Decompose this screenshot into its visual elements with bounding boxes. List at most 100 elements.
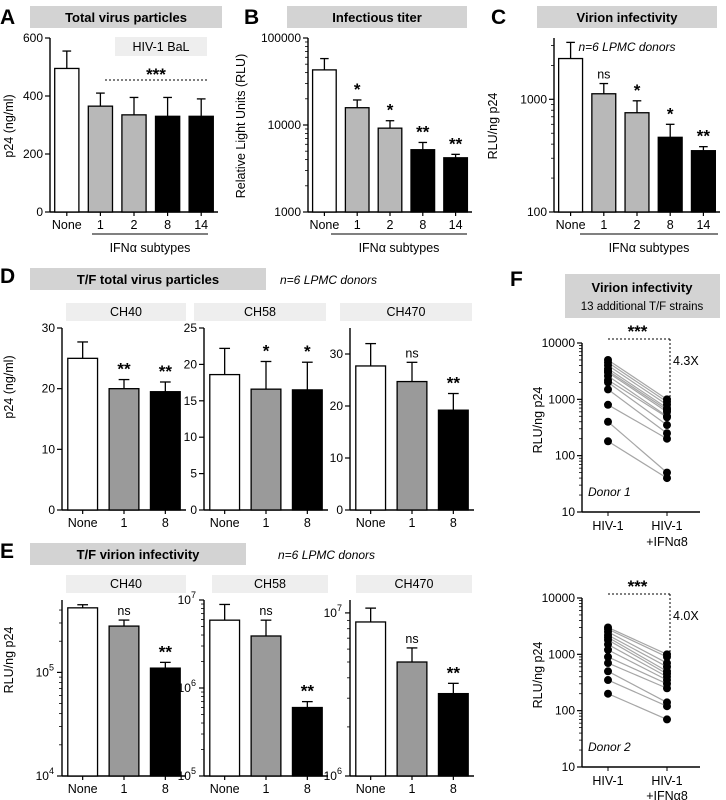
y-tick-label: 106 (178, 678, 196, 695)
panel-a-ylabel: p24 (ng/ml) (2, 94, 16, 157)
panel-d-ch470-banner (340, 303, 472, 321)
bar (149, 667, 181, 777)
y-tick-label: 104 (36, 766, 54, 783)
panel-e-ch40-strain: CH40 (110, 577, 142, 591)
y-tick-label: 100 (555, 704, 575, 718)
panel-letter-b: B (244, 6, 259, 29)
pair-line (607, 364, 668, 406)
bar (188, 115, 214, 213)
panel-a-group-label: IFNα subtypes (110, 241, 191, 255)
panel-d-title: T/F total virus particles (77, 272, 219, 287)
pair-line (607, 662, 668, 689)
pair-line (607, 656, 668, 685)
x-tick-label: None (356, 782, 386, 796)
y-tick-label: 400 (23, 89, 43, 103)
x-tick-label: 1 (121, 516, 128, 530)
pair-line (607, 626, 668, 655)
bar (437, 692, 469, 777)
panel-b: B Infectious titer Relative Light Units … (234, 6, 472, 255)
point-untreated (604, 645, 612, 654)
x-tick-label: None (210, 782, 240, 796)
pair-line (607, 421, 668, 474)
pair-line (607, 628, 668, 658)
bar (121, 114, 147, 213)
y-tick-label: 106 (324, 766, 342, 783)
panel-letter-e: E (0, 540, 14, 563)
significance-label: *** (628, 322, 648, 341)
y-tick-label: 10000 (268, 118, 302, 132)
y-tick-label: 10000 (542, 336, 576, 350)
panel-a-title: Total virus particles (65, 10, 187, 25)
bar (67, 607, 99, 777)
bar (557, 57, 584, 213)
panel-d: D T/F total virus particles n=6 LPMC don… (0, 265, 474, 530)
panel-d-ch40-strain: CH40 (110, 305, 142, 319)
panel-letter-f: F (510, 268, 523, 291)
significance-label: ** (117, 360, 131, 379)
point-untreated (604, 659, 612, 668)
point-untreated (604, 437, 612, 446)
panel-e-ch40-banner (66, 575, 186, 593)
bar (149, 391, 181, 511)
point-treated (663, 474, 671, 483)
y-tick-label: 200 (23, 147, 43, 161)
x-tick-label: 8 (419, 218, 426, 232)
panel-c-title: Virion infectivity (577, 10, 679, 25)
x-tick-label: 8 (667, 218, 674, 232)
panel-letter-c: C (491, 6, 506, 29)
y-tick-label: 10 (330, 451, 344, 465)
bar (291, 706, 323, 777)
bar (108, 625, 140, 777)
panel-letter-a: A (0, 6, 15, 29)
significance-label: ns (405, 346, 418, 360)
x-tick-label: None (210, 516, 240, 530)
y-tick-label: 20 (42, 382, 56, 396)
pair-line (607, 359, 668, 400)
y-tick-label: 15 (184, 394, 198, 408)
pair-line (607, 634, 668, 668)
x-tick-label: 8 (450, 782, 457, 796)
pair-line (607, 370, 668, 411)
panel-a-sig: *** (146, 65, 166, 84)
bar (67, 357, 99, 511)
panel-d-ch58-strain: CH58 (244, 305, 276, 319)
fold-change-label: 4.0X (673, 609, 699, 623)
panel-e-ch470-axes: 106 107 None 1 8 (324, 600, 474, 796)
panel-e-ch58-banner (212, 575, 328, 593)
point-untreated (604, 378, 612, 387)
x-tick-label: 1 (263, 516, 270, 530)
y-tick-label: 1000 (548, 392, 575, 406)
bar (396, 380, 428, 511)
panel-f-banner (565, 274, 720, 318)
panel-d-ch58-bars: * * (209, 341, 323, 511)
y-tick-label: 105 (36, 662, 54, 679)
y-tick-label: 1000 (520, 92, 547, 106)
x-tick-label: None (68, 516, 98, 530)
y-tick-label: 5 (190, 467, 197, 481)
y-tick-label: 0 (36, 205, 43, 219)
significance-label: ** (301, 682, 315, 701)
y-tick-label: 20 (184, 357, 198, 371)
pair-line (607, 362, 668, 403)
significance-label: * (354, 80, 361, 99)
y-tick-label: 10 (562, 760, 576, 774)
panel-d-ylabel: p24 (ng/ml) (2, 355, 16, 418)
x-tick-label: 2 (387, 218, 394, 232)
significance-label: ** (449, 134, 463, 153)
point-untreated (604, 689, 612, 698)
panel-d-ch58-banner (194, 303, 326, 321)
bar (344, 107, 370, 213)
bar (311, 69, 337, 213)
significance-label: ** (697, 127, 711, 146)
panel-f-donor1-points: *** 4.3X (604, 322, 699, 483)
x-tick-label: 1 (263, 782, 270, 796)
y-tick-label: 10000 (542, 591, 576, 605)
panel-f: F Virion infectivity 13 additional T/F s… (510, 268, 720, 800)
panel-f-x-hiv-1: HIV-1 (592, 519, 623, 533)
panel-a-bars (54, 50, 214, 213)
y-tick-label: 10 (184, 430, 198, 444)
x-tick-label: None (556, 218, 586, 232)
panel-f-donor1-axes: 10 100 1000 10000 (542, 336, 700, 519)
x-tick-label: 1 (600, 218, 607, 232)
